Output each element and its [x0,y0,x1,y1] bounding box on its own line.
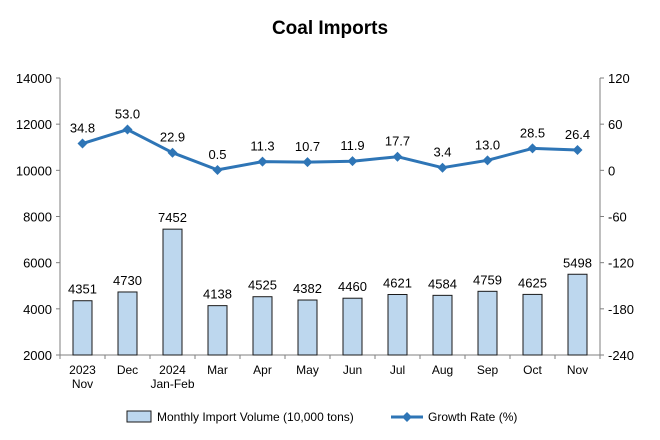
x-tick-label: 2024 [159,363,186,377]
bar-data-label: 4621 [383,275,412,290]
growth-rate-line [82,128,578,172]
bar [207,305,228,356]
axes: 2000 4000 6000 8000 10000 12000 14000 -240 -180 -… [16,71,634,391]
y-right-tick-label: 120 [608,71,630,86]
line-marker [482,155,493,166]
bar-data-label: 4584 [428,276,457,291]
line-marker [572,145,583,156]
x-tick-label: Apr [253,363,272,377]
x-tick-label: Nov [567,363,588,377]
line-data-label: 53.0 [115,107,140,122]
y-left-tick-label: 6000 [23,256,52,271]
legend-line-marker [402,412,412,422]
line-data-label: 3.4 [433,145,451,160]
x-tick-label: May [296,363,319,377]
y-left-tick-label: 14000 [16,71,52,86]
bar-data-label: 4730 [113,273,142,288]
line-marker [122,124,133,135]
x-tick-label: Mar [207,363,228,377]
bar [342,297,363,356]
y-left-tick-label: 2000 [23,348,52,363]
line-series [77,124,583,175]
x-tick-label: Jan-Feb [150,377,194,391]
bar-data-label: 4759 [473,272,502,287]
y-right-tick-label: -60 [608,210,627,225]
bar-data-label: 4525 [248,278,277,293]
line-data-label: 34.8 [70,121,95,136]
line-marker [77,138,88,149]
y-left-tick-label: 10000 [16,163,52,178]
x-tick-label: Dec [117,363,138,377]
y-right-tick-label: 0 [608,163,615,178]
legend-bar-swatch [126,410,152,423]
legend-line-label: Growth Rate (%) [428,410,517,424]
bar [162,228,183,356]
y-right-tick-label: 60 [608,117,622,132]
legend: Monthly Import Volume (10,000 tons) Growt… [126,410,517,424]
line-data-label: 22.9 [160,130,185,145]
line-data-label: 13.0 [475,137,500,152]
chart-title: Coal Imports [272,18,388,39]
x-tick-label: Sep [477,363,499,377]
line-marker [167,147,178,158]
bar [252,296,273,356]
bar-data-label: 4625 [518,275,547,290]
x-tick-label: Nov [72,377,93,391]
x-tick-label: Aug [432,363,453,377]
bar [477,290,498,356]
line-data-label: 10.7 [295,139,320,154]
y-left-tick-label: 8000 [23,210,52,225]
line-marker [212,164,223,175]
line-data-label: 28.5 [520,125,545,140]
bar [387,293,408,356]
bar [522,293,543,356]
data-labels: 4351 4730 7452 4138 4525 4382 4460 4621 4584 4759… [68,107,592,302]
line-data-label: 0.5 [208,147,226,162]
y-left-tick-label: 4000 [23,302,52,317]
x-tick-label: Jun [343,363,362,377]
line-data-label: 11.3 [250,139,274,154]
bar-data-label: 4351 [68,282,97,297]
line-data-label: 11.9 [340,138,364,153]
line-marker [392,151,403,162]
y-left-tick-label: 12000 [16,117,52,132]
bar-series [72,228,588,356]
line-marker [302,157,313,168]
bar [72,300,93,356]
line-data-label: 17.7 [385,134,410,149]
bar [432,294,453,356]
line-marker [527,143,538,154]
x-tick-label: 2023 [69,363,96,377]
line-marker [347,156,358,167]
y-right-tick-label: -180 [608,302,634,317]
line-marker [257,156,268,167]
bar-data-label: 4138 [203,287,232,302]
x-tick-label: Jul [390,363,405,377]
bar-data-label: 4382 [293,281,322,296]
bar-data-label: 5498 [563,255,592,270]
bar [567,273,588,356]
y-right-tick-label: -120 [608,256,634,271]
y-right-tick-label: -240 [608,348,634,363]
bar-data-label: 4460 [338,279,367,294]
bar [117,291,138,356]
x-tick-label: Oct [523,363,542,377]
legend-bar-label: Monthly Import Volume (10,000 tons) [157,410,354,424]
line-marker [437,162,448,173]
bar-data-label: 7452 [158,210,187,225]
line-data-label: 26.4 [565,127,590,142]
bar [297,299,318,356]
